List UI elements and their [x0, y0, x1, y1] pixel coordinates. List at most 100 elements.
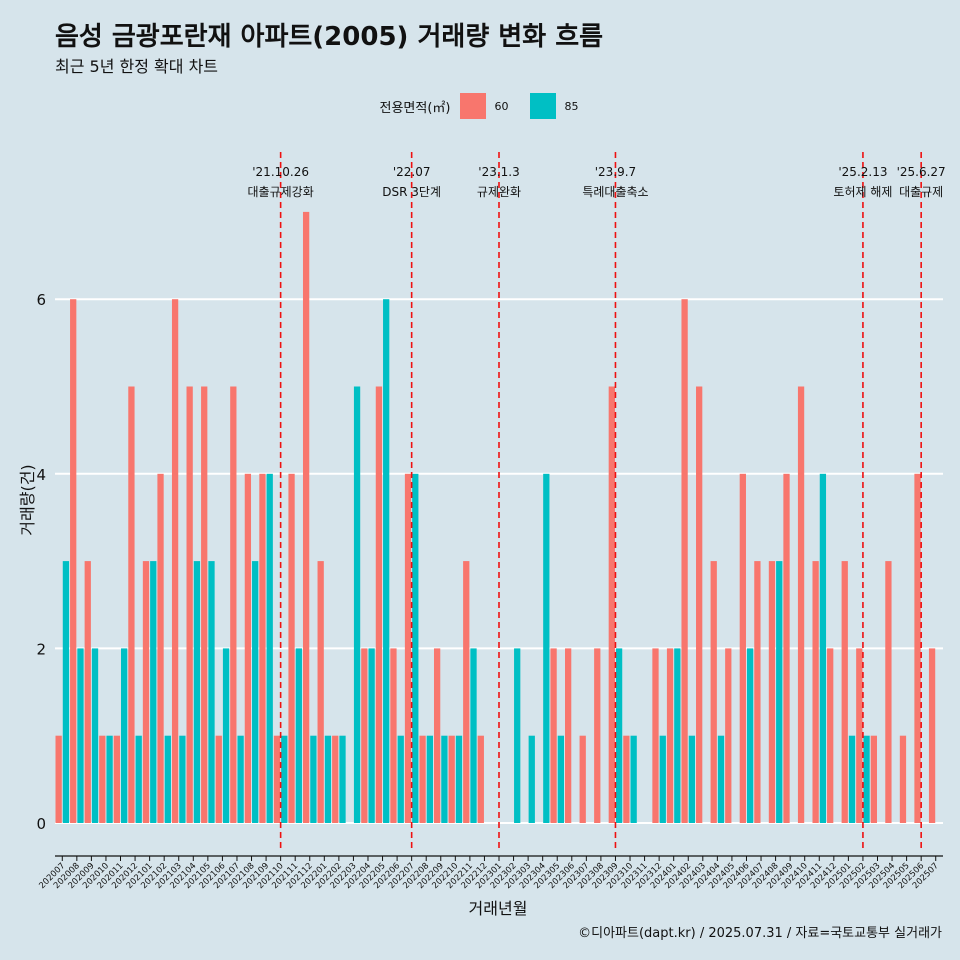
bar-60-202406	[739, 473, 746, 823]
event-annotations: '21.10.26 대출규제강화 '22.07 DSR 3단계 '23.1.3 규제완화 '…	[248, 165, 946, 199]
legend-swatch-60	[460, 93, 487, 119]
bar-85-202007	[62, 561, 70, 823]
bar-60-202108	[244, 473, 252, 823]
bar-60-202401	[666, 648, 674, 823]
caption: ©디아파트(dapt.kr) / 2025.07.31 / 자료=국토교통부 실…	[578, 926, 942, 941]
bar-60-202107	[230, 386, 237, 823]
bar-85-202201	[324, 735, 332, 823]
y-tick-label: 6	[36, 291, 46, 309]
bar-60-202507	[928, 648, 936, 823]
bar-60-202010	[99, 735, 106, 823]
bar-85-202205	[383, 299, 390, 823]
event-lines	[279, 152, 922, 850]
bar-85-202101	[150, 561, 157, 823]
bar-60-202404	[710, 561, 717, 823]
bar-85-202402	[688, 735, 696, 823]
bar-60-202201	[317, 561, 324, 823]
bar-60-202202	[332, 735, 339, 823]
bar-60-202503	[870, 735, 877, 823]
bar-85-202406	[746, 648, 754, 823]
bar-60-202011	[113, 735, 121, 823]
bar-60-202105	[201, 386, 208, 823]
bar-85-202008	[77, 648, 84, 823]
bar-85-202210	[455, 735, 463, 823]
bar-60-202009	[84, 561, 91, 823]
event-label: 토허제 해제	[833, 185, 892, 199]
bar-85-202312	[659, 735, 666, 823]
bar-60-202212	[477, 735, 484, 823]
bar-60-202106	[215, 735, 222, 823]
bar-85-202207	[412, 473, 419, 823]
bar-85-202408	[776, 561, 783, 823]
bar-85-202305	[557, 735, 565, 823]
bar-85-202206	[397, 735, 404, 823]
bar-85-202501	[848, 735, 856, 823]
bar-60-202206	[390, 648, 397, 823]
event-label: 규제완화	[477, 185, 521, 199]
bar-60-202407	[754, 561, 761, 823]
bar-85-202011	[121, 648, 128, 823]
event-date: '25.2.13	[838, 165, 887, 179]
event-date: '21.10.26	[252, 165, 309, 179]
bar-85-202104	[193, 561, 201, 823]
bar-60-202101	[142, 561, 150, 823]
bar-60-202501	[841, 561, 848, 823]
bar-85-202209	[441, 735, 448, 823]
bar-60-202410	[797, 386, 805, 823]
bar-60-202305	[550, 648, 557, 823]
bar-85-202310	[630, 735, 637, 823]
bar-85-202103	[179, 735, 186, 823]
bar-85-202208	[426, 735, 433, 823]
event-date: '23.9.7	[595, 165, 636, 179]
bar-85-202204	[368, 648, 375, 823]
bar-85-202411	[819, 473, 827, 823]
bar-85-202107	[237, 735, 244, 823]
bar-60-202208	[419, 735, 426, 823]
bar-85-202112	[310, 735, 317, 823]
bar-85-202110	[281, 735, 288, 823]
bar-60-202211	[463, 561, 470, 823]
bar-85-202404	[717, 735, 725, 823]
bar-60-202306	[565, 648, 572, 823]
legend: 전용면적(㎡) 60 85	[0, 93, 960, 119]
bar-85-202309	[615, 648, 623, 823]
chart-subtitle: 최근 5년 한정 확대 차트	[55, 57, 219, 76]
bar-60-202104	[186, 386, 193, 823]
bar-60-202209	[433, 648, 441, 823]
legend-swatch-85	[530, 93, 557, 119]
bar-60-202307	[579, 735, 586, 823]
bar-60-202502	[856, 648, 863, 823]
bar-60-202112	[302, 211, 310, 823]
bar-60-202312	[652, 648, 659, 823]
event-date: '25.6.27	[897, 165, 946, 179]
bar-85-202401	[674, 648, 681, 823]
bar-85-202012	[135, 735, 142, 823]
y-tick-label: 0	[36, 815, 46, 833]
x-axis-label: 거래년월	[469, 899, 528, 918]
y-tick-label: 4	[36, 466, 46, 484]
bar-60-202408	[768, 561, 776, 823]
bar-60-202506	[914, 473, 921, 823]
chart-title: 음성 금광포란재 아파트(2005) 거래량 변화 흐름	[55, 22, 604, 52]
bar-60-202405	[725, 648, 732, 823]
bar-60-202008	[70, 299, 77, 823]
bar-60-202204	[361, 648, 368, 823]
bar-60-202308	[594, 648, 601, 823]
bar-60-202411	[812, 561, 819, 823]
bar-60-202309	[608, 386, 615, 823]
bar-60-202109	[259, 473, 266, 823]
event-date: '22.07	[393, 165, 431, 179]
legend-label-85: 85	[564, 99, 579, 113]
y-tick-label: 2	[36, 640, 46, 658]
legend-label-60: 60	[494, 99, 509, 113]
bar-60-202103	[171, 299, 179, 823]
bar-60-202012	[128, 386, 135, 823]
event-label: DSR 3단계	[382, 185, 441, 199]
bar-60-202111	[288, 473, 295, 823]
bar-60-202205	[375, 386, 383, 823]
bar-85-202304	[543, 473, 550, 823]
y-axis-label: 거래량(건)	[18, 464, 37, 535]
bar-85-202502	[863, 735, 870, 823]
bar-85-202211	[470, 648, 477, 823]
